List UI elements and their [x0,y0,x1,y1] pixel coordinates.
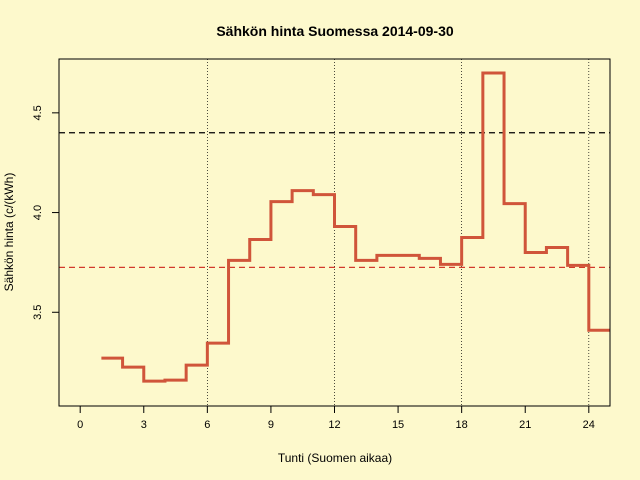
x-tick-label: 0 [77,419,83,431]
y-axis-label: Sähkön hinta (c/(kWh) [2,173,16,292]
x-tick-label: 6 [204,419,210,431]
x-tick-label: 3 [141,419,147,431]
y-tick-label: 4.5 [32,105,44,120]
x-tick-label: 18 [456,419,468,431]
x-tick-label: 12 [328,419,340,431]
reference-lines [59,59,610,406]
x-tick-label: 15 [392,419,404,431]
series-lines [101,71,610,383]
x-tick-label: 21 [519,419,531,431]
y-tick-label: 3.5 [32,305,44,320]
x-axis: 0 3 6 9 12 15 18 21 24 [77,405,595,431]
price-step-line [101,71,610,383]
y-tick-label: 4.0 [32,205,44,220]
x-tick-label: 9 [268,419,274,431]
x-tick-label: 24 [583,419,595,431]
x-axis-label: Tunti (Suomen aikaa) [278,451,392,465]
y-axis: 3.5 4.0 4.5 [32,105,60,320]
chart-title: Sähkön hinta Suomessa 2014-09-30 [216,23,454,39]
